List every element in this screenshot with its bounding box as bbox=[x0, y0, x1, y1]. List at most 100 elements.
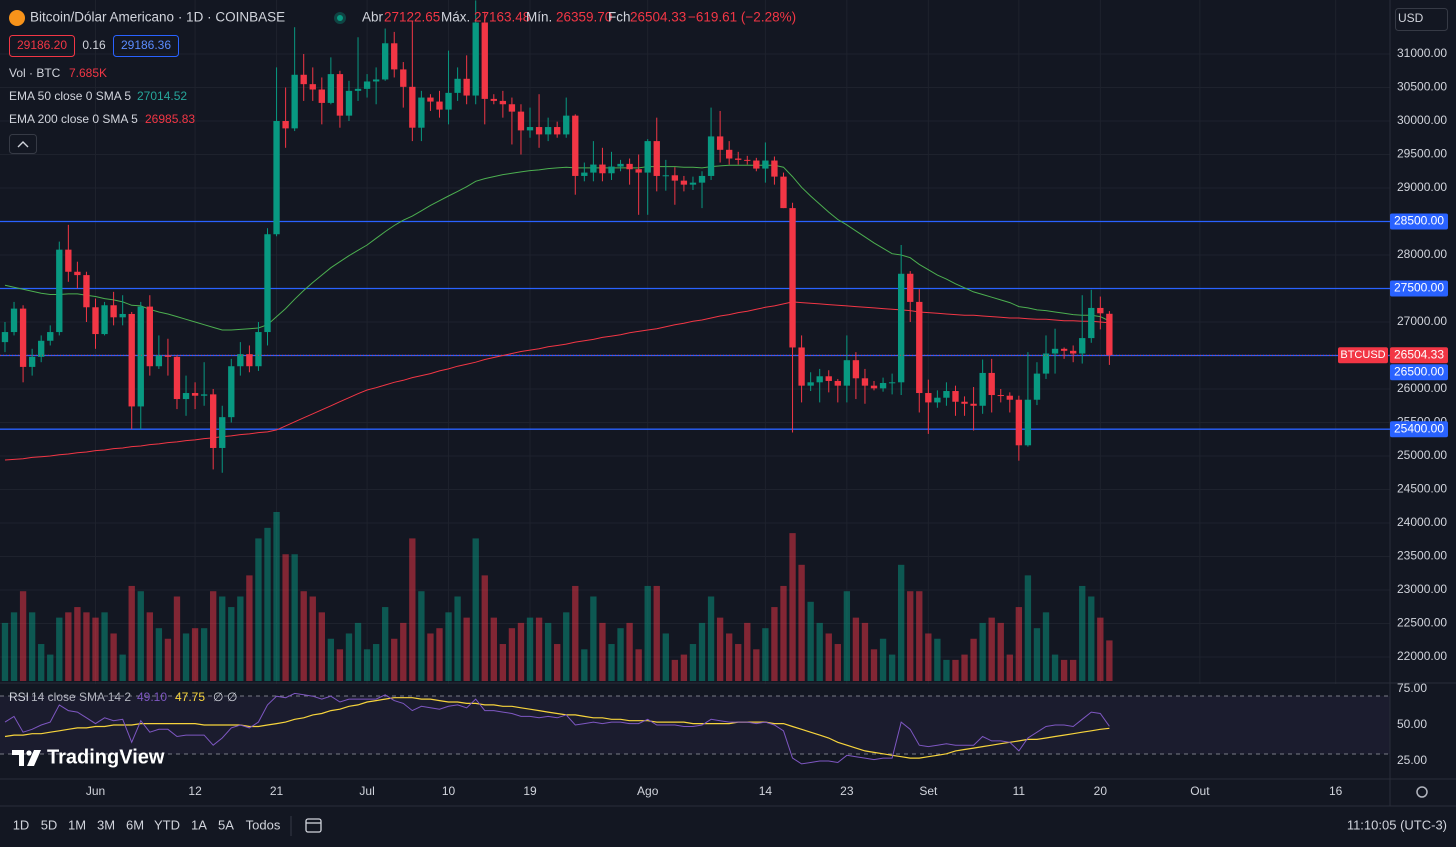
volume-bar bbox=[807, 601, 814, 681]
rsi-tick-label: 75.00 bbox=[1397, 681, 1427, 695]
candle-body bbox=[544, 127, 552, 135]
candle-body bbox=[391, 43, 398, 70]
volume-bar bbox=[599, 622, 606, 681]
volume-bar bbox=[210, 591, 217, 681]
volume-bar bbox=[273, 512, 280, 681]
x-tick-label: 20 bbox=[1094, 784, 1108, 798]
candle-body bbox=[834, 380, 841, 386]
volume-legend[interactable]: Vol · BTC bbox=[9, 66, 61, 80]
candle-body bbox=[879, 382, 887, 389]
range-button[interactable]: 1D bbox=[13, 817, 30, 832]
sell-box[interactable] bbox=[9, 35, 75, 57]
candle-body bbox=[1, 332, 9, 343]
range-button[interactable]: 5D bbox=[41, 817, 58, 832]
collapse-icon bbox=[17, 141, 29, 148]
range-button[interactable]: Todos bbox=[246, 817, 281, 832]
candle-body bbox=[644, 141, 651, 173]
calendar-icon[interactable] bbox=[305, 818, 322, 833]
ema50-legend[interactable]: EMA 50 close 0 SMA 5 bbox=[9, 89, 131, 103]
volume-bar bbox=[182, 633, 190, 681]
last-price-tag-bg bbox=[1338, 347, 1388, 364]
volume-bar bbox=[526, 617, 534, 681]
y-tick-label: 26000.00 bbox=[1397, 381, 1447, 395]
volume-bar bbox=[726, 633, 733, 681]
rsi-sma-value: 47.75 bbox=[175, 690, 205, 704]
volume-bar bbox=[662, 633, 669, 681]
candle-body bbox=[255, 332, 262, 367]
candle-body bbox=[191, 393, 199, 396]
volume-bar bbox=[879, 638, 887, 681]
volume-bar bbox=[798, 564, 805, 681]
candle-body bbox=[463, 78, 470, 96]
volume-bar bbox=[119, 654, 126, 681]
candle-body bbox=[128, 313, 135, 407]
rsi-legend[interactable]: RSI bbox=[9, 690, 29, 704]
rsi-line bbox=[4, 692, 1110, 765]
volume-value: 7.685K bbox=[69, 66, 107, 80]
range-button[interactable]: YTD bbox=[154, 817, 180, 832]
candle-body bbox=[771, 160, 778, 177]
change-value: −619.61 (−2.28%) bbox=[688, 10, 796, 25]
buy-box[interactable] bbox=[113, 35, 179, 57]
plot-layer bbox=[0, 0, 1390, 765]
range-button[interactable]: 1A bbox=[191, 817, 207, 832]
volume-bar bbox=[83, 612, 90, 681]
volume-bar bbox=[1, 622, 9, 681]
volume-bar bbox=[38, 644, 45, 681]
candle-body bbox=[273, 121, 280, 235]
candle-body bbox=[282, 121, 289, 129]
candle-body bbox=[635, 169, 642, 173]
currency-box[interactable] bbox=[1395, 8, 1448, 31]
volume-bar bbox=[617, 628, 624, 681]
settings-icon[interactable] bbox=[1416, 786, 1428, 798]
logo-mark bbox=[26, 750, 32, 756]
range-button[interactable]: 3M bbox=[97, 817, 115, 832]
candle-body bbox=[861, 378, 869, 386]
candle-body bbox=[83, 275, 90, 308]
range-button[interactable]: 1M bbox=[68, 817, 86, 832]
symbol-title[interactable]: Bitcoin/Dólar Americano · 1D · COINBASE bbox=[30, 10, 285, 25]
candle-body bbox=[327, 74, 335, 103]
candle-body bbox=[689, 182, 697, 185]
volume-bar bbox=[228, 607, 235, 681]
candle-body bbox=[698, 175, 706, 183]
volume-bar bbox=[1097, 617, 1104, 681]
candle-body bbox=[300, 74, 307, 85]
candle-body bbox=[707, 136, 715, 176]
collapse-button[interactable] bbox=[9, 134, 37, 154]
volume-bar bbox=[997, 622, 1004, 681]
candle-body bbox=[1060, 348, 1068, 351]
volume-bar bbox=[445, 612, 452, 681]
currency[interactable]: USD bbox=[1398, 11, 1424, 25]
ema-line bbox=[4, 164, 1110, 331]
buy-price[interactable]: 29186.36 bbox=[121, 38, 171, 52]
candle-body bbox=[336, 74, 344, 116]
volume-bar bbox=[762, 628, 769, 681]
volume-bar bbox=[1069, 659, 1077, 681]
candle-body bbox=[843, 360, 851, 386]
volume-bar bbox=[155, 628, 163, 681]
high-label: Máx. bbox=[441, 10, 470, 25]
candle-body bbox=[164, 355, 172, 357]
range-button[interactable]: 6M bbox=[126, 817, 144, 832]
volume-bar bbox=[391, 638, 398, 681]
volume-bar bbox=[309, 596, 316, 681]
candle-body bbox=[28, 356, 36, 367]
candle-body bbox=[291, 74, 298, 129]
open-value: 27122.65 bbox=[384, 10, 440, 25]
range-button[interactable]: 5A bbox=[218, 817, 234, 832]
sell-price[interactable]: 29186.20 bbox=[17, 38, 67, 52]
volume-bar bbox=[472, 538, 479, 681]
rsi-tick-label: 50.00 bbox=[1397, 717, 1427, 731]
volume-bar bbox=[789, 533, 796, 681]
candle-body bbox=[744, 159, 751, 161]
ema200-legend[interactable]: EMA 200 close 0 SMA 5 bbox=[9, 112, 138, 126]
rsi-params: 14 close SMA 14 2 bbox=[31, 690, 131, 704]
rsi-tick-label: 25.00 bbox=[1397, 753, 1427, 767]
candle-body bbox=[173, 356, 181, 400]
volume-bar bbox=[255, 538, 262, 681]
x-tick-label: 14 bbox=[759, 784, 773, 798]
volume-bar bbox=[101, 612, 108, 681]
candle-body bbox=[1097, 307, 1104, 314]
candle-body bbox=[508, 104, 516, 112]
